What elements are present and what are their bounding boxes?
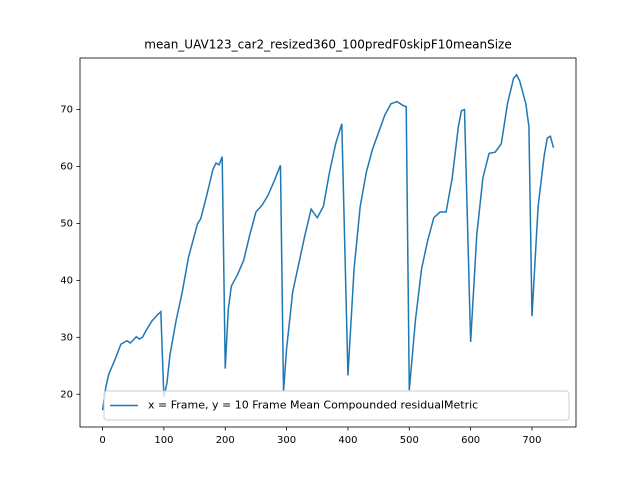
x-tick-label: 700 (522, 435, 541, 446)
x-tick-label: 300 (277, 435, 296, 446)
y-tick-label: 30 (60, 332, 73, 343)
chart-title: mean_UAV123_car2_resized360_100predF0ski… (144, 38, 511, 52)
y-tick-label: 40 (60, 275, 73, 286)
y-tick-label: 70 (60, 105, 73, 116)
legend-box (103, 390, 570, 421)
y-tick-label: 50 (60, 218, 73, 229)
x-tick-label: 100 (154, 435, 173, 446)
x-tick-label: 500 (400, 435, 419, 446)
x-tick-label: 600 (461, 435, 480, 446)
x-tick-label: 200 (216, 435, 235, 446)
x-tick-label: 0 (99, 435, 105, 446)
y-tick-label: 60 (60, 161, 73, 172)
y-tick-label: 20 (60, 389, 73, 400)
plot-frame (79, 57, 577, 428)
x-tick-label: 400 (338, 435, 357, 446)
legend-label: x = Frame, y = 10 Frame Mean Compounded … (148, 399, 478, 412)
